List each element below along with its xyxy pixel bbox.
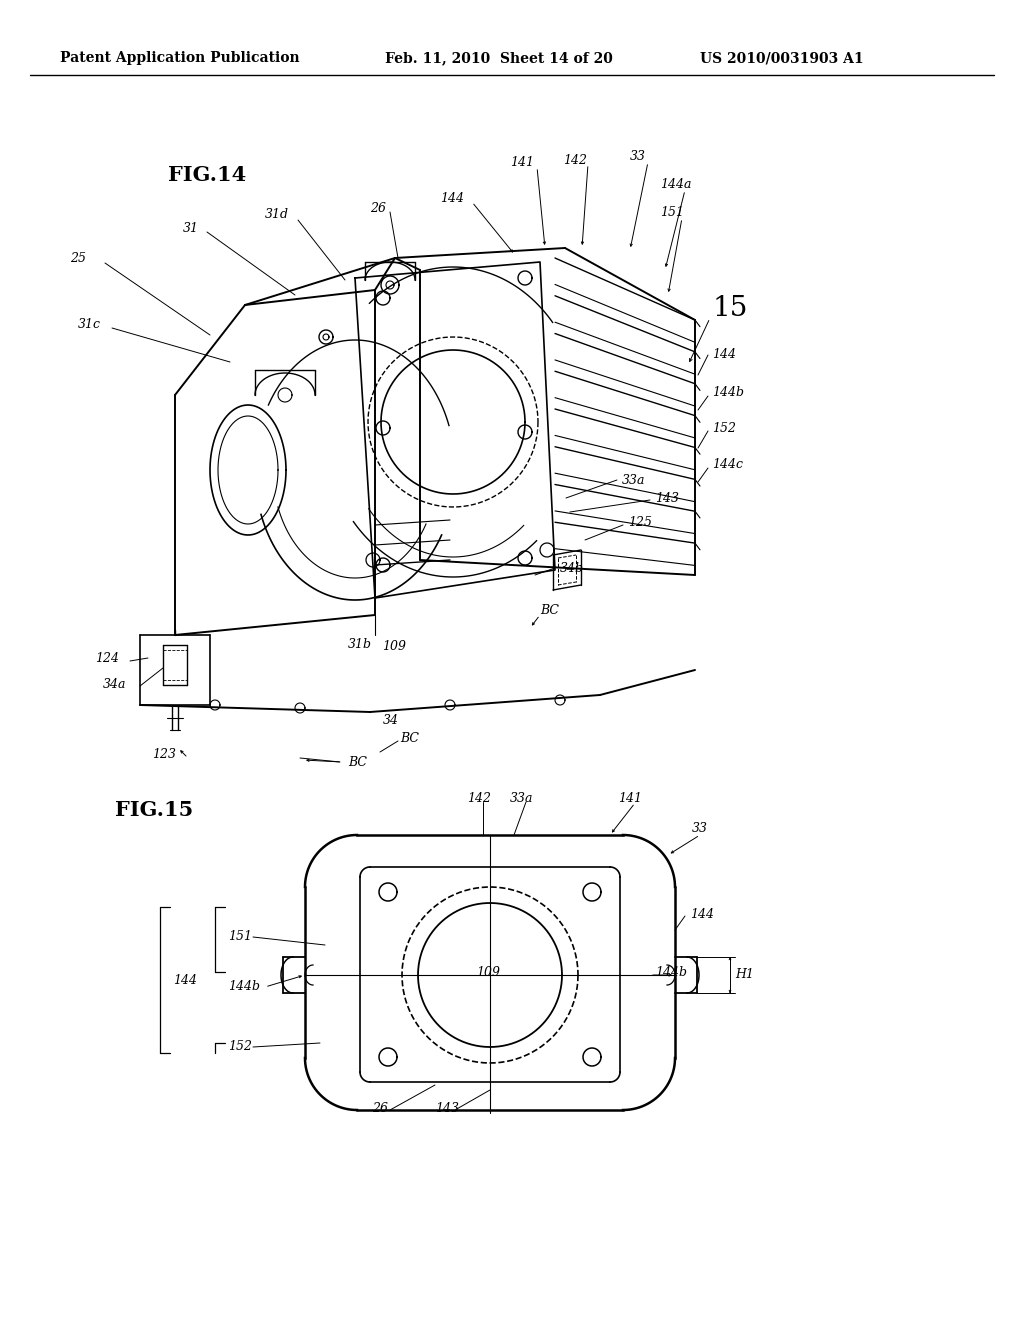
- Text: 109: 109: [476, 965, 500, 978]
- Text: 152: 152: [228, 1040, 252, 1053]
- Text: Patent Application Publication: Patent Application Publication: [60, 51, 300, 65]
- Text: 33a: 33a: [510, 792, 534, 804]
- Text: 34: 34: [383, 714, 399, 726]
- Text: Feb. 11, 2010  Sheet 14 of 20: Feb. 11, 2010 Sheet 14 of 20: [385, 51, 613, 65]
- Text: 31d: 31d: [265, 209, 289, 222]
- Text: 33a: 33a: [622, 474, 645, 487]
- Text: 142: 142: [467, 792, 490, 804]
- Text: BC: BC: [400, 731, 419, 744]
- Text: 144: 144: [690, 908, 714, 921]
- Text: 144c: 144c: [712, 458, 743, 471]
- Text: 143: 143: [655, 491, 679, 504]
- Text: 144b: 144b: [228, 981, 260, 994]
- Text: FIG.14: FIG.14: [168, 165, 246, 185]
- Text: 152: 152: [712, 421, 736, 434]
- Text: BC: BC: [540, 603, 559, 616]
- Text: 33: 33: [692, 821, 708, 834]
- Text: 144a: 144a: [660, 178, 691, 191]
- Text: 34b: 34b: [560, 561, 584, 574]
- Text: 144: 144: [712, 348, 736, 362]
- Text: 26: 26: [370, 202, 386, 214]
- Text: 151: 151: [228, 931, 252, 944]
- Text: H1: H1: [735, 969, 754, 982]
- Text: FIG.15: FIG.15: [115, 800, 194, 820]
- Text: 25: 25: [70, 252, 86, 264]
- Text: 31c: 31c: [78, 318, 101, 331]
- Text: 124: 124: [95, 652, 119, 664]
- Text: 15: 15: [713, 294, 749, 322]
- Text: 151: 151: [660, 206, 684, 219]
- Text: 123: 123: [152, 748, 176, 762]
- Text: 142: 142: [563, 153, 587, 166]
- Text: 144: 144: [173, 974, 197, 986]
- Text: 31: 31: [183, 222, 199, 235]
- Text: 26: 26: [372, 1101, 388, 1114]
- Text: 141: 141: [510, 157, 534, 169]
- Text: 143: 143: [435, 1101, 459, 1114]
- Text: 31b: 31b: [348, 639, 372, 652]
- Text: 144b: 144b: [655, 966, 687, 979]
- Text: BC: BC: [348, 755, 367, 768]
- Text: US 2010/0031903 A1: US 2010/0031903 A1: [700, 51, 863, 65]
- Text: 125: 125: [628, 516, 652, 529]
- Text: 33: 33: [630, 150, 646, 164]
- Text: 34a: 34a: [103, 678, 127, 692]
- Text: 109: 109: [382, 640, 406, 653]
- Text: 141: 141: [618, 792, 642, 804]
- Text: 144: 144: [440, 191, 464, 205]
- Text: 144b: 144b: [712, 387, 744, 400]
